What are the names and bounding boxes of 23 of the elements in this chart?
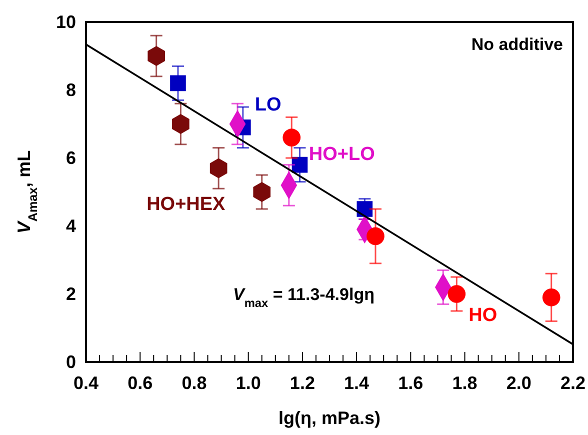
y-tick-label: 6 [66, 148, 76, 168]
x-tick-label: 0.8 [182, 372, 207, 393]
x-tick-label: 1.2 [290, 372, 315, 393]
series-label: HO+HEX [146, 194, 226, 216]
x-tick-label: 1.0 [236, 372, 261, 393]
series-label: LO [254, 94, 282, 116]
y-tick-label: 2 [66, 284, 76, 304]
y-tick-label: 4 [66, 216, 76, 236]
x-tick-label: 0.4 [73, 372, 99, 393]
series-label: HO [468, 305, 498, 326]
x-axis-title: lg(η, mPa.s) [278, 408, 381, 428]
x-tick-label: 1.6 [398, 372, 424, 393]
annotation: V$_{max}$ = 11.3-4.9lgη [233, 285, 374, 310]
series-label: HO+LO [308, 144, 375, 166]
y-tick-label: 0 [66, 352, 76, 372]
x-tick-label: 0.6 [128, 372, 153, 393]
x-tick-label: 1.4 [344, 372, 370, 393]
y-tick-label: 8 [66, 80, 76, 100]
x-tick-label: 1.8 [452, 372, 478, 393]
x-tick-label: 2.2 [560, 372, 586, 393]
annotation: No additive [471, 35, 563, 54]
x-tick-label: 2.0 [506, 372, 532, 393]
y-tick-label: 10 [56, 12, 76, 32]
